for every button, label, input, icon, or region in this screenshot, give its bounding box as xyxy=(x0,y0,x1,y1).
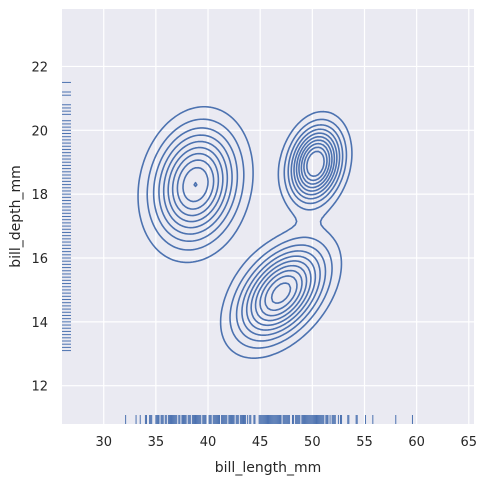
x-tick-label: 40 xyxy=(200,435,217,450)
contour-level-3 xyxy=(152,124,344,342)
y-tick-label: 18 xyxy=(31,188,48,203)
x-tick-label: 60 xyxy=(408,435,425,450)
kde-contours xyxy=(137,105,353,359)
y-tick-label: 14 xyxy=(31,316,48,331)
y-tick-label: 16 xyxy=(31,252,48,267)
rug-y xyxy=(62,81,71,352)
rug-x xyxy=(125,415,413,424)
y-tick-label: 22 xyxy=(31,60,48,75)
x-tick-label: 65 xyxy=(461,435,478,450)
x-tick-label: 55 xyxy=(356,435,373,450)
y-axis-label: bill_depth_mm xyxy=(8,165,24,268)
contour-level-7 xyxy=(171,139,333,322)
grid-lines xyxy=(62,9,474,424)
contour-level-6 xyxy=(167,135,336,327)
contour-level-10 xyxy=(193,150,325,304)
contour-level-2 xyxy=(146,118,348,349)
y-tick-label: 12 xyxy=(31,380,48,395)
x-axis-label: bill_length_mm xyxy=(215,460,321,476)
contour-level-8 xyxy=(176,142,331,317)
x-tick-label: 50 xyxy=(304,435,321,450)
x-tick-label: 45 xyxy=(252,435,269,450)
y-tick-labels: 12 14 16 18 20 22 xyxy=(31,60,48,394)
contour-level-1 xyxy=(137,105,353,359)
x-tick-labels: 30 35 40 45 50 55 60 65 xyxy=(95,435,477,450)
contour-level-9 xyxy=(182,146,328,312)
contour-level-5 xyxy=(162,132,338,331)
x-tick-label: 30 xyxy=(95,435,112,450)
contour-level-4 xyxy=(158,128,341,337)
plot-background xyxy=(62,9,474,424)
x-tick-label: 35 xyxy=(148,435,165,450)
y-tick-label: 20 xyxy=(31,124,48,139)
